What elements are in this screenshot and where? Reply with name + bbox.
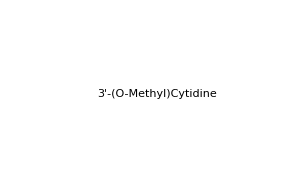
Text: 3'-(O-Methyl)Cytidine: 3'-(O-Methyl)Cytidine — [97, 89, 217, 99]
